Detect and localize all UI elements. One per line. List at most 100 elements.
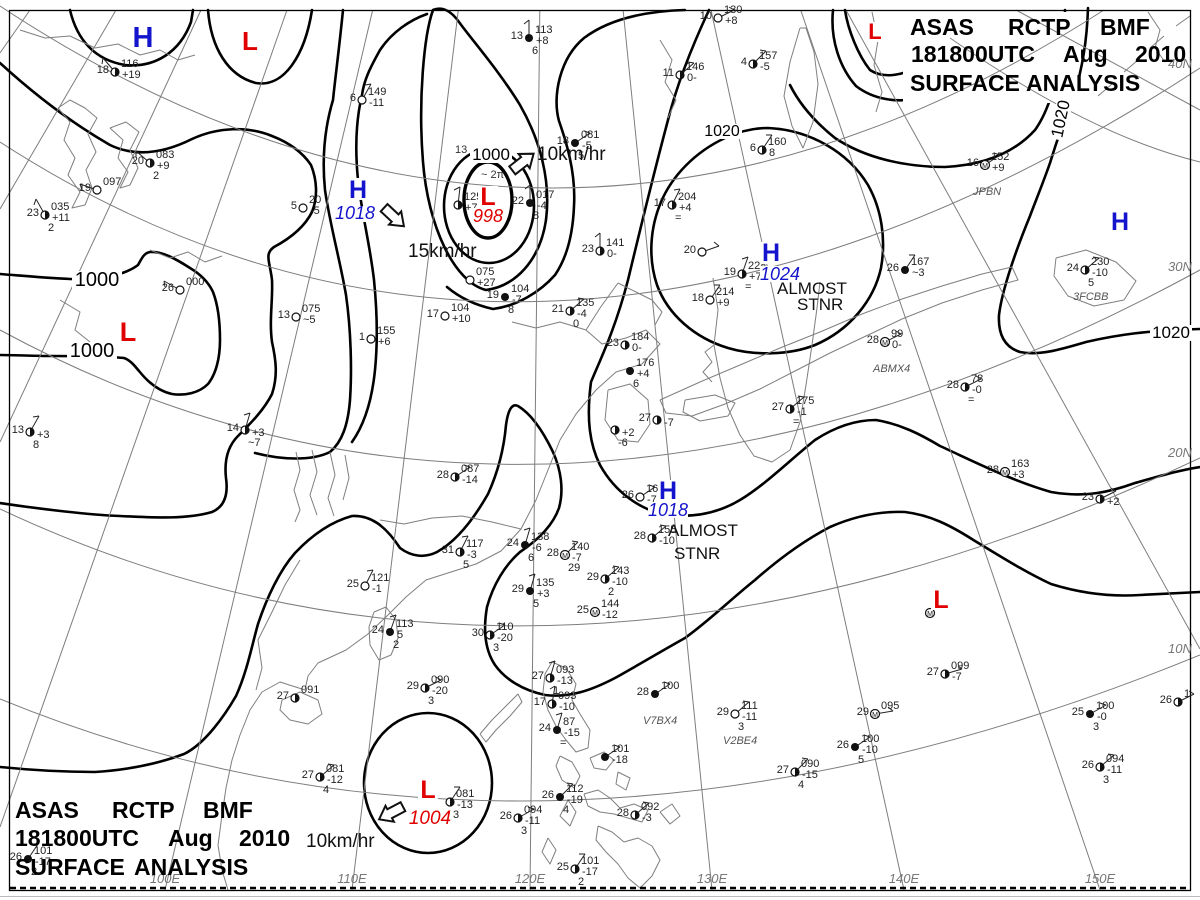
svg-text:25: 25 [347,578,359,590]
svg-text:-17: -17 [35,856,51,868]
svg-text:24: 24 [539,722,551,734]
svg-text:0-: 0- [687,72,697,84]
svg-text:-7: -7 [664,417,674,429]
svg-text:6: 6 [350,92,356,104]
svg-text:26: 26 [162,282,174,294]
svg-text:5: 5 [533,598,539,610]
svg-text:-6: -6 [532,542,542,554]
svg-text:18: 18 [557,135,569,147]
svg-text:101: 101 [611,743,629,755]
svg-text:-1: -1 [372,583,382,595]
svg-text:3: 3 [738,721,744,733]
svg-text:15km/hr: 15km/hr [408,241,477,262]
svg-text:~ 2π: ~ 2π [481,169,505,181]
svg-text:-12: -12 [327,774,343,786]
svg-text:143: 143 [611,565,629,577]
svg-text:155: 155 [658,524,676,536]
svg-text:8: 8 [769,147,775,159]
svg-text:-0: -0 [1097,711,1107,723]
svg-text:-10: -10 [559,701,575,713]
svg-text:081: 081 [326,763,344,775]
svg-text:093: 093 [558,690,576,702]
svg-text:8: 8 [533,210,539,222]
svg-text:+4: +4 [679,202,692,214]
svg-text:26: 26 [10,851,22,863]
svg-text:27: 27 [302,769,314,781]
svg-text:3FCBB: 3FCBB [1073,291,1108,303]
svg-text:110: 110 [496,621,514,633]
svg-text:5: 5 [463,559,469,571]
svg-text:+2: +2 [1107,496,1120,508]
svg-text:081: 081 [581,129,599,141]
svg-text:230: 230 [1091,256,1109,268]
svg-text:-3: -3 [467,549,477,561]
svg-text:28: 28 [437,469,449,481]
svg-text:21: 21 [552,303,564,315]
svg-text:140E: 140E [889,871,920,886]
svg-text:-10: -10 [612,576,628,588]
svg-text:094: 094 [524,804,542,816]
svg-text:113: 113 [396,618,414,630]
svg-text:017: 017 [536,189,554,201]
svg-text:24: 24 [507,537,519,549]
svg-text:-20: -20 [432,685,448,697]
svg-text:19: 19 [79,182,91,194]
svg-text:-19: -19 [567,794,583,806]
svg-text:8: 8 [33,439,39,451]
svg-text:1018: 1018 [335,203,375,223]
svg-text:125: 125 [464,191,482,203]
svg-text:26: 26 [622,489,634,501]
svg-text:27: 27 [772,401,784,413]
svg-text:13: 13 [12,424,24,436]
svg-text:090: 090 [801,758,819,770]
svg-text:101: 101 [581,855,599,867]
svg-text:-15: -15 [802,769,818,781]
svg-text:14: 14 [227,422,239,434]
svg-text:27: 27 [639,412,651,424]
svg-text:214: 214 [716,286,734,298]
svg-text:141: 141 [606,237,624,249]
svg-text:121: 121 [371,572,389,584]
svg-text:-4: -4 [577,308,587,320]
svg-text:163: 163 [1011,458,1029,470]
svg-text:1000: 1000 [70,340,115,362]
svg-text:2: 2 [31,866,37,878]
svg-text:ALMOST: ALMOST [668,521,738,540]
svg-text:31: 31 [442,544,454,556]
svg-text:27: 27 [927,666,939,678]
svg-text:1: 1 [359,331,365,343]
svg-text:26: 26 [887,262,899,274]
svg-text:+8: +8 [725,15,738,27]
svg-text:L: L [420,776,435,804]
svg-text:19: 19 [724,266,736,278]
svg-text:29: 29 [857,706,869,718]
svg-text:26: 26 [1160,694,1172,706]
svg-text:6: 6 [633,378,639,390]
svg-text:-7: -7 [512,294,522,306]
svg-text:5: 5 [578,150,584,162]
svg-text:=: = [793,416,799,428]
svg-text:2: 2 [48,222,54,234]
svg-text:17: 17 [534,696,546,708]
svg-text:H: H [1111,208,1129,236]
svg-text:092: 092 [641,801,659,813]
svg-text:18: 18 [97,64,109,76]
svg-text:20N: 20N [1167,445,1192,460]
svg-text:30N: 30N [1168,259,1192,274]
svg-text:+3: +3 [252,427,265,439]
svg-text:104: 104 [451,302,469,314]
svg-text:=: = [675,212,681,224]
svg-text:+6: +6 [378,336,391,348]
svg-text:6: 6 [532,45,538,57]
svg-text:4: 4 [798,779,804,791]
svg-text:M: M [927,611,933,618]
svg-text:0-: 0- [632,342,642,354]
svg-text:5: 5 [858,754,864,766]
svg-text:160: 160 [768,136,786,148]
svg-text:-7: -7 [952,671,962,683]
svg-text:27: 27 [277,690,289,702]
svg-text:19: 19 [487,289,499,301]
svg-text:6: 6 [528,552,534,564]
svg-text:ALMOST: ALMOST [777,279,847,298]
svg-text:1020: 1020 [704,123,740,140]
